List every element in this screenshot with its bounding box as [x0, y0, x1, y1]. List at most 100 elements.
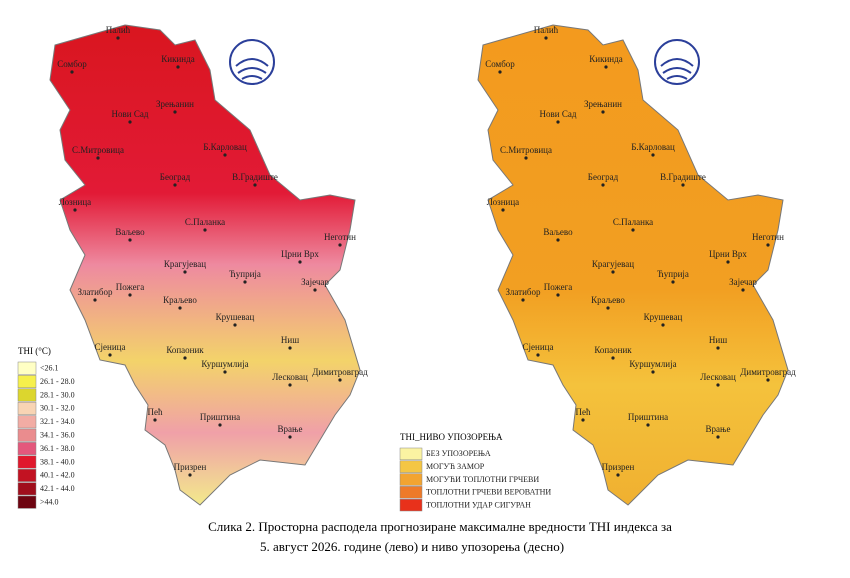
city-dot: [671, 280, 675, 284]
city-label: Зајечар: [729, 277, 757, 287]
city-label: Приштина: [628, 412, 668, 422]
city-dot: [128, 238, 132, 242]
city-dot: [288, 383, 292, 387]
city-dot: [601, 183, 605, 187]
caption: Слика 2. Просторна расподела прогнозиран…: [208, 519, 672, 534]
city-label: В.Градиште: [660, 172, 706, 182]
city-dot: [521, 298, 525, 302]
city-dot: [173, 183, 177, 187]
legend-swatch: [399, 447, 423, 461]
city-dot: [716, 435, 720, 439]
city-label: Палић: [534, 25, 559, 35]
city-label: Призрен: [602, 462, 635, 472]
legend-label: <26.1: [40, 364, 59, 373]
city-dot: [581, 418, 585, 422]
legend-swatch: [17, 482, 37, 496]
city-label: Зајечар: [301, 277, 329, 287]
city-dot: [631, 228, 635, 232]
city-label: Ћуприја: [229, 269, 261, 279]
legend-label: 32.1 - 34.0: [40, 417, 75, 426]
city-dot: [176, 65, 180, 69]
legend-swatch: [17, 375, 37, 389]
logo: [229, 39, 700, 85]
legend-label: 42.1 - 44.0: [40, 484, 75, 493]
city-dot: [604, 65, 608, 69]
city-label: Лозница: [487, 197, 519, 207]
city-label: Ћуприја: [657, 269, 689, 279]
city-dot: [128, 120, 132, 124]
city-label: Димитровград: [740, 367, 796, 377]
city-label: Ваљево: [115, 227, 145, 237]
legend-label: 30.1 - 32.0: [40, 404, 75, 413]
city-label: Куршумлија: [201, 359, 248, 369]
city-label: Сомбор: [485, 59, 515, 69]
legend-label: 40.1 - 42.0: [40, 471, 75, 480]
legend-label: 34.1 - 36.0: [40, 431, 75, 440]
legend-swatch: [17, 415, 37, 429]
city-dot: [288, 435, 292, 439]
legend-swatch: [399, 473, 423, 486]
city-label: Пожега: [116, 282, 145, 292]
legend-label: ТОПЛОТНИ ГРЧЕВИ ВЕРОВАТНИ: [426, 488, 551, 497]
city-label: Крагујевац: [592, 259, 634, 269]
legend-swatch: [399, 486, 423, 499]
city-dot: [288, 346, 292, 350]
city-label: В.Градиште: [232, 172, 278, 182]
city-label: Кикинда: [161, 54, 194, 64]
city-dot: [108, 353, 112, 357]
city-label: Краљево: [163, 295, 197, 305]
city-dot: [556, 238, 560, 242]
city-dot: [173, 110, 177, 114]
city-label: Лесковац: [700, 372, 736, 382]
legend-swatch: [17, 388, 37, 402]
city-dot: [611, 356, 615, 360]
city-dot: [253, 183, 257, 187]
city-dot: [524, 156, 528, 160]
city-dot: [766, 378, 770, 382]
city-dot: [556, 293, 560, 297]
legend-label: >44.0: [40, 498, 59, 507]
city-label: Палић: [106, 25, 131, 35]
city-dot: [498, 70, 502, 74]
city-label: Димитровград: [312, 367, 368, 377]
city-dot: [183, 270, 187, 274]
city-dot: [70, 70, 74, 74]
city-label: Нови Сад: [540, 109, 577, 119]
legend-swatch: [17, 361, 37, 375]
city-dot: [203, 228, 207, 232]
city-label: Златибор: [78, 287, 113, 297]
city-label: Приштина: [200, 412, 240, 422]
city-label: Крушевац: [216, 312, 255, 322]
city-label: Неготин: [324, 232, 356, 242]
city-label: Пожега: [544, 282, 573, 292]
city-label: С.Паланка: [185, 217, 225, 227]
city-label: Призрен: [174, 462, 207, 472]
city-label: Зрењанин: [584, 99, 622, 109]
city-dot: [73, 208, 77, 212]
city-dot: [223, 370, 227, 374]
city-dot: [651, 153, 655, 157]
legend-label: 38.1 - 40.0: [40, 457, 75, 466]
legend-swatch: [399, 460, 423, 473]
legend-title: THI (°C): [18, 346, 51, 356]
legend-label: МОГУЋ ЗАМОР: [426, 462, 485, 471]
legend-swatch: [17, 428, 37, 442]
city-dot: [616, 473, 620, 477]
city-dot: [298, 260, 302, 264]
city-dot: [313, 288, 317, 292]
city-dot: [766, 243, 770, 247]
city-label: С.Митровица: [500, 145, 552, 155]
city-dot: [651, 370, 655, 374]
city-dot: [188, 473, 192, 477]
city-dot: [536, 353, 540, 357]
city-label: Ниш: [709, 335, 727, 345]
city-dot: [93, 298, 97, 302]
city-label: Врање: [705, 424, 730, 434]
city-dot: [223, 153, 227, 157]
city-dot: [556, 120, 560, 124]
legend-swatch: [399, 498, 423, 512]
city-dot: [681, 183, 685, 187]
legend-label: 26.1 - 28.0: [40, 377, 75, 386]
city-label: Ваљево: [543, 227, 573, 237]
